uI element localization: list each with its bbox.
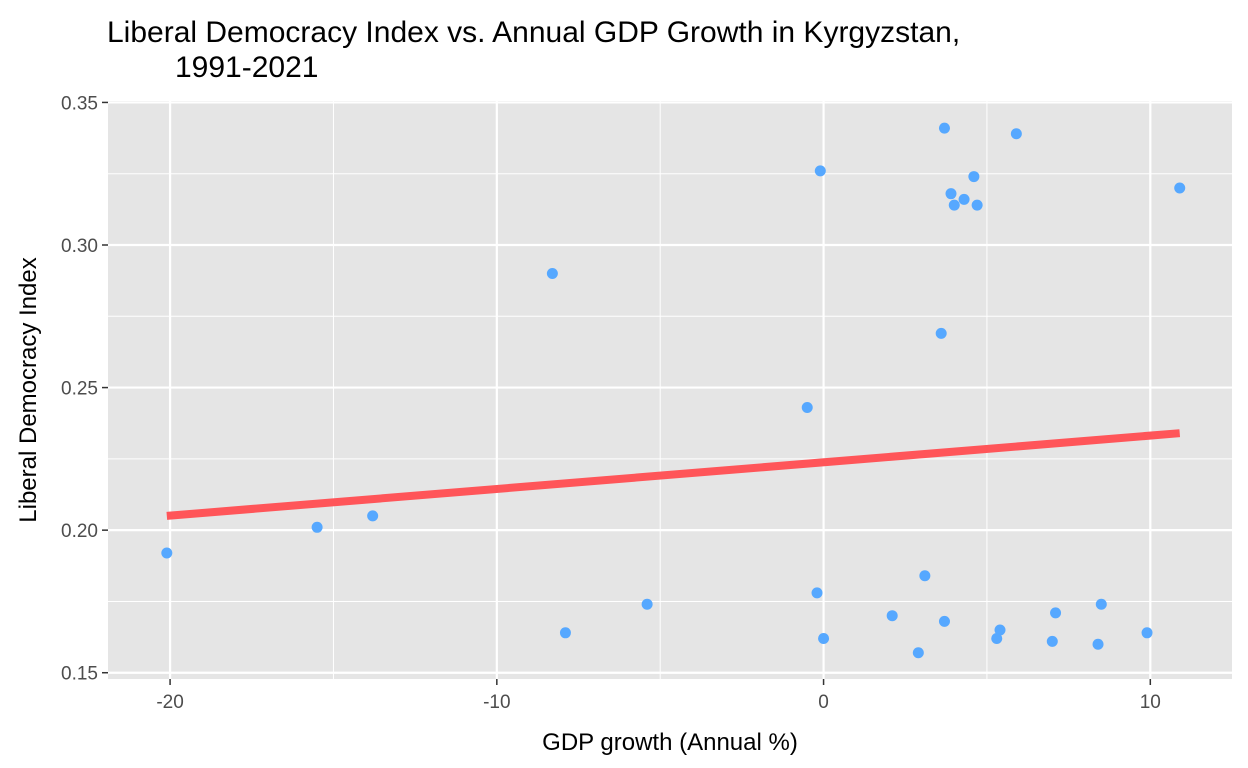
data-point	[886, 610, 898, 622]
data-point	[1010, 128, 1022, 140]
data-point	[912, 647, 924, 659]
data-point	[991, 633, 1003, 645]
data-point	[1174, 182, 1186, 194]
data-point	[641, 598, 653, 610]
data-point	[919, 570, 931, 582]
x-axis-title: GDP growth (Annual %)	[542, 729, 798, 756]
data-point	[958, 193, 970, 205]
chart-title-line-1: Liberal Democracy Index vs. Annual GDP G…	[107, 16, 960, 49]
data-point	[367, 510, 379, 522]
data-point	[1050, 607, 1062, 619]
data-point	[811, 587, 823, 599]
x-tick-label: 0	[818, 692, 829, 713]
minor-gridlines	[108, 101, 1232, 679]
data-point	[945, 188, 957, 200]
data-point	[801, 402, 813, 414]
y-tick-label: 0.25	[61, 379, 98, 400]
data-point	[1095, 598, 1107, 610]
data-point	[559, 627, 571, 639]
x-tick-label: -10	[483, 692, 510, 713]
x-tick-label: 10	[1140, 692, 1161, 713]
major-gridlines	[108, 101, 1232, 679]
y-tick-label: 0.15	[61, 664, 98, 685]
data-point	[935, 327, 947, 339]
data-point	[948, 199, 960, 211]
data-point	[1046, 635, 1058, 647]
x-axis-ticks: -20 -10 0 10	[156, 679, 1161, 713]
points-layer	[161, 122, 1186, 659]
chart-title-line-2: 1991-2021	[175, 51, 318, 84]
data-point	[938, 615, 950, 627]
x-tick-label: -20	[156, 692, 183, 713]
data-point	[546, 268, 558, 280]
data-point	[994, 624, 1006, 636]
y-axis-ticks: 0.15 0.20 0.25 0.30 0.35	[61, 93, 108, 685]
data-point	[938, 122, 950, 134]
data-point	[818, 633, 830, 645]
data-point	[311, 521, 323, 533]
data-point	[1141, 627, 1153, 639]
y-axis-title: Liberal Democracy Index	[15, 257, 42, 522]
y-tick-label: 0.20	[61, 521, 98, 542]
trend-line-layer	[166, 429, 1181, 520]
y-tick-label: 0.30	[61, 236, 98, 257]
data-point	[968, 171, 980, 183]
data-point	[161, 547, 173, 559]
data-point	[1092, 638, 1104, 650]
plot-panel	[108, 101, 1232, 679]
trend-line	[166, 429, 1181, 520]
data-point	[971, 199, 983, 211]
data-point	[814, 165, 826, 177]
y-tick-label: 0.35	[61, 93, 98, 114]
